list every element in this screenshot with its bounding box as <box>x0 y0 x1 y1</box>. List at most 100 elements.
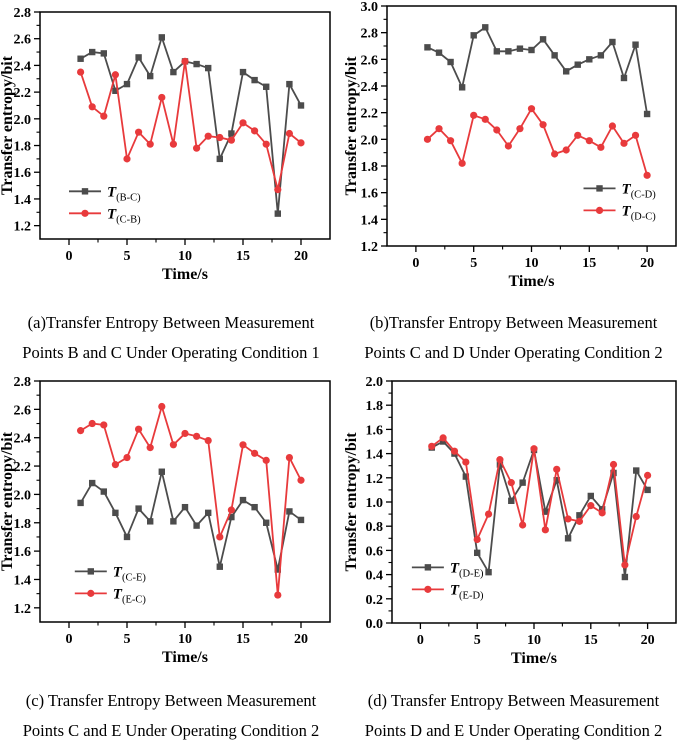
square-marker <box>158 34 165 41</box>
circle-marker <box>496 456 504 464</box>
circle-marker <box>484 510 493 518</box>
circle-marker <box>435 125 443 133</box>
square-marker <box>564 535 572 542</box>
square-marker <box>462 473 470 480</box>
circle-marker <box>504 142 512 150</box>
circle-marker <box>262 140 270 148</box>
square-marker <box>112 87 119 94</box>
square-marker <box>193 60 200 68</box>
circle-marker <box>541 526 549 534</box>
caption-d: (d) Transfer Entropy Between Measurement… <box>342 686 685 746</box>
circle-marker <box>519 521 527 529</box>
circle-marker <box>297 139 305 147</box>
y-tick-label: 3.0 <box>361 0 379 15</box>
circle-marker <box>274 591 282 599</box>
square-marker <box>135 505 142 512</box>
circle-marker <box>516 125 524 133</box>
legend-label: T(B-C) <box>107 184 141 203</box>
circle-marker <box>135 425 143 433</box>
square-marker <box>274 210 281 217</box>
y-tick-label: 2.6 <box>361 53 379 68</box>
x-tick-label: 5 <box>124 632 131 647</box>
square-marker <box>632 41 639 48</box>
y-tick-label: 1.6 <box>361 187 379 202</box>
square-marker <box>470 32 477 39</box>
y-tick-label: 1.0 <box>366 496 384 511</box>
series-T(E-C) <box>77 402 305 599</box>
square-marker <box>123 533 131 541</box>
panel-b: 0 5 10 15 20 1.2 1.4 1.6 1.8 2.0 2.2 2.4 2.6 2.8 3.0 Ti… <box>342 0 685 368</box>
x-axis-title: Time/s <box>162 649 208 666</box>
square-marker <box>482 24 489 31</box>
x-tick-label: 20 <box>640 256 654 271</box>
y-tick-label: 0.4 <box>366 569 384 584</box>
y-tick-label: 2.0 <box>366 375 384 390</box>
square-marker <box>297 516 305 524</box>
square-marker <box>228 513 235 521</box>
caption-b-line1: (b)Transfer Entropy Between Measurement <box>369 313 658 332</box>
legend-label: T(C-B) <box>107 206 141 225</box>
x-tick-label: 5 <box>124 249 131 264</box>
circle-marker <box>527 105 536 113</box>
circle-marker <box>574 131 582 139</box>
y-tick-label: 0.0 <box>366 617 384 632</box>
chart-c-transfer-entropy-c-e: 0 5 10 15 20 1.2 1.4 1.6 1.8 2.0 2.2 2.4 2.6 2.8 Time/… <box>0 375 331 666</box>
x-tick-label: 20 <box>641 633 655 648</box>
x-tick-label: 10 <box>525 256 539 271</box>
series-T(C-E) <box>77 468 305 573</box>
square-marker <box>286 508 293 515</box>
circle-marker <box>473 535 481 544</box>
x-tick-label: 0 <box>417 633 424 648</box>
circle-marker <box>575 517 584 525</box>
legend: T(C-D) T(D-C) <box>583 181 656 222</box>
square-marker <box>112 509 119 517</box>
square-marker <box>424 44 431 51</box>
legend-circle-marker <box>595 206 604 214</box>
y-tick-label: 2.2 <box>361 107 379 122</box>
square-marker <box>216 155 223 163</box>
circle-marker <box>446 137 455 145</box>
series-line <box>431 440 649 578</box>
series-T(C-D) <box>424 24 651 118</box>
legend-square-marker <box>81 188 89 195</box>
circle-marker <box>181 57 189 66</box>
square-marker <box>597 52 605 59</box>
square-marker <box>633 467 640 474</box>
square-marker <box>644 486 651 494</box>
square-marker <box>505 48 512 55</box>
square-marker <box>485 568 492 576</box>
y-tick-label: 2.2 <box>14 86 32 101</box>
circle-marker <box>530 445 538 453</box>
square-marker <box>170 518 177 525</box>
square-marker <box>89 479 96 487</box>
square-marker <box>147 518 154 525</box>
square-marker <box>553 477 560 484</box>
square-marker <box>286 80 293 88</box>
y-tick-label: 1.6 <box>14 166 32 181</box>
square-marker <box>263 83 270 90</box>
circle-marker <box>146 140 154 148</box>
circle-marker <box>88 419 96 428</box>
legend-square-marker <box>596 185 603 192</box>
circle-marker <box>423 135 432 143</box>
circle-marker <box>285 453 293 462</box>
y-tick-label: 1.6 <box>366 423 384 438</box>
circle-marker <box>609 460 618 469</box>
y-tick-label: 0.2 <box>366 593 384 608</box>
tick-labels: 0 5 10 15 20 0.0 0.2 0.4 0.6 0.8 1.0 1.2 1.4 1.6 1.8 2.… <box>366 375 655 648</box>
series-T(E-D) <box>428 434 652 569</box>
circle-marker <box>239 119 247 127</box>
circle-marker <box>587 502 595 510</box>
square-marker <box>610 469 617 477</box>
square-marker <box>496 461 504 468</box>
square-marker <box>493 48 501 55</box>
square-marker <box>621 573 629 581</box>
square-marker <box>251 503 258 511</box>
x-tick-label: 10 <box>178 632 192 647</box>
square-marker <box>263 519 270 526</box>
square-marker <box>77 55 84 62</box>
square-marker <box>274 566 281 573</box>
circle-marker <box>644 471 652 479</box>
square-marker <box>135 54 142 61</box>
x-axis-title: Time/s <box>511 650 557 667</box>
